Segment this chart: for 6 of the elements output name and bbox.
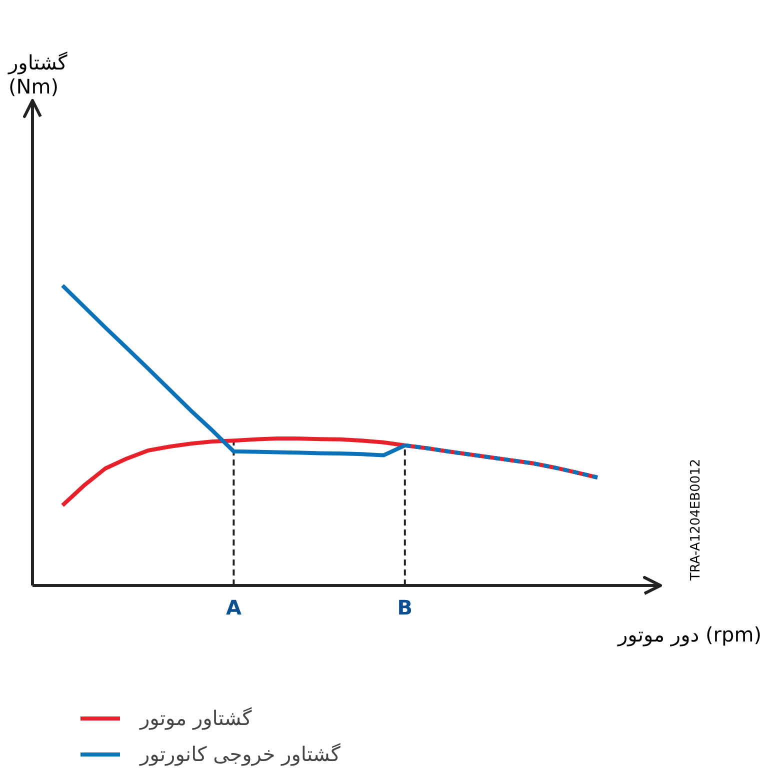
x-axis-title: دور موتور (rpm): [616, 622, 762, 646]
x-tick-label: B: [397, 596, 413, 620]
legend-label: گشتاور خروجی کانورتور: [140, 742, 340, 766]
x-tick-label: A: [226, 596, 242, 620]
legend-label: گشتاور موتور: [140, 706, 252, 730]
text: TRA-A1204EB0012: [688, 458, 704, 582]
